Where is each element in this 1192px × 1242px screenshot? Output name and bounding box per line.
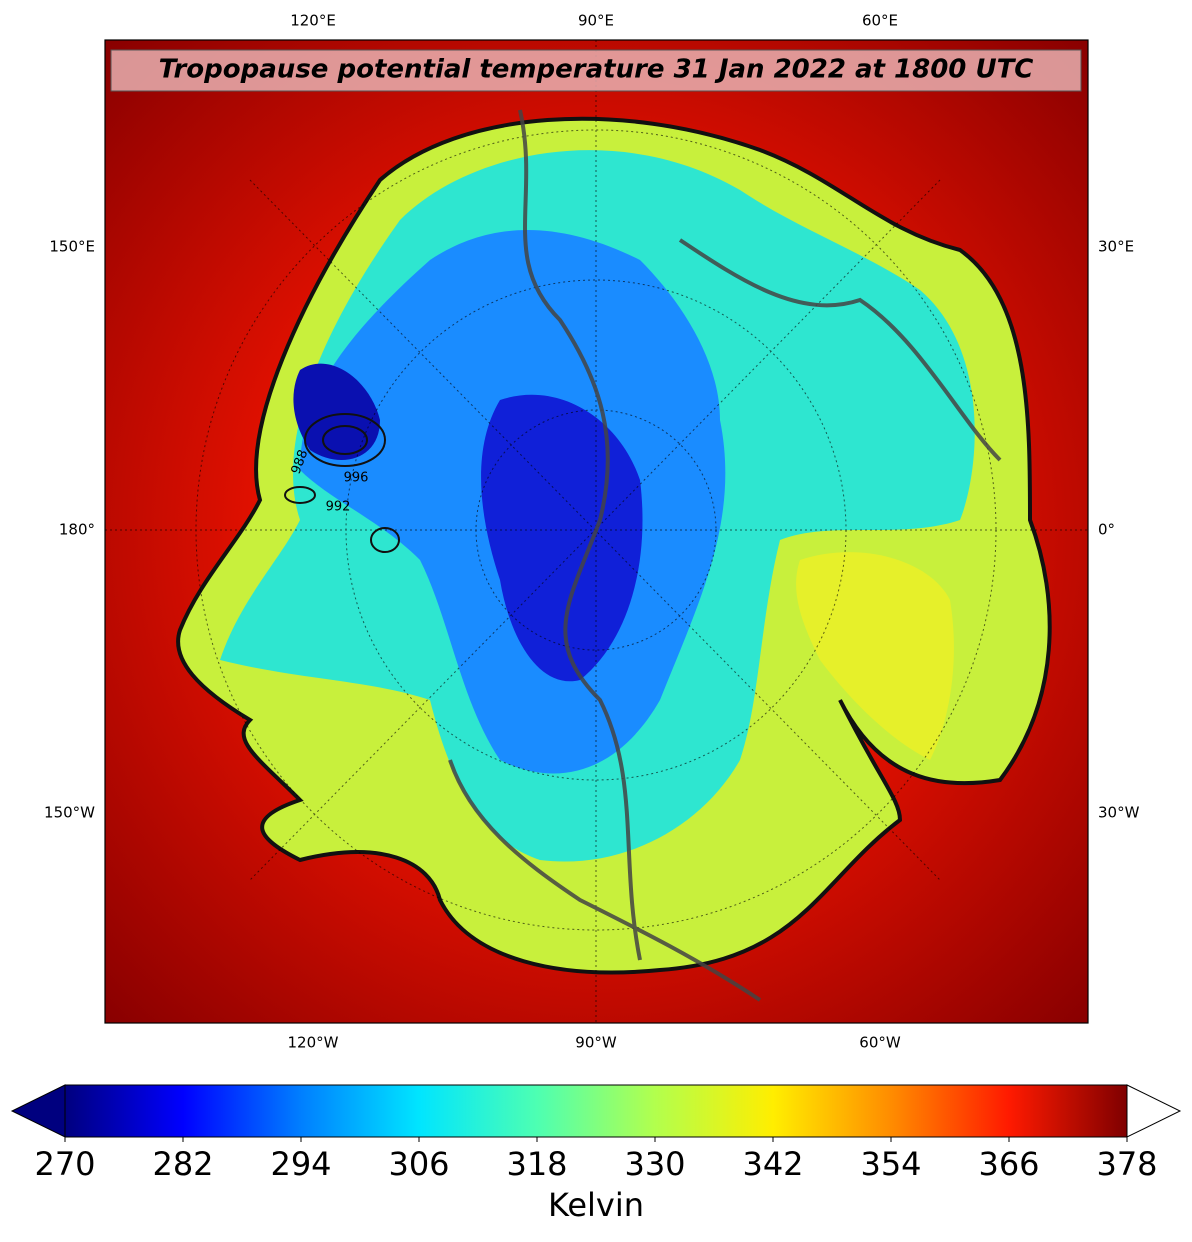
colorbar-tick-label: 282 bbox=[152, 1145, 213, 1183]
lon-label-top: 120°E bbox=[290, 12, 336, 30]
colorbar-label: Kelvin bbox=[548, 1186, 644, 1224]
lon-label-right: 30°E bbox=[1098, 238, 1134, 256]
colorbar bbox=[10, 1084, 1182, 1138]
lon-label-bottom: 90°W bbox=[575, 1034, 617, 1052]
title-box bbox=[110, 49, 1082, 92]
title: Tropopause potential temperature 31 Jan … bbox=[159, 55, 1034, 85]
colorbar-tick-label: 330 bbox=[624, 1145, 685, 1183]
colorbar-over bbox=[1126, 1084, 1182, 1138]
lon-label-left: 180° bbox=[59, 521, 95, 539]
lon-label-left: 150°E bbox=[49, 238, 95, 256]
map-frame bbox=[104, 39, 1089, 1024]
lon-label-bottom: 60°W bbox=[859, 1034, 901, 1052]
map bbox=[105, 40, 1088, 1023]
lon-label-top: 90°E bbox=[578, 12, 614, 30]
contour-label: 992 bbox=[326, 500, 351, 515]
lon-label-left: 150°W bbox=[44, 804, 95, 822]
colorbar-gradient bbox=[65, 1085, 1127, 1137]
colorbar-tick-label: 342 bbox=[742, 1145, 803, 1183]
colorbar-under bbox=[10, 1084, 66, 1138]
colorbar-frame bbox=[64, 1084, 1128, 1138]
colorbar-tick-label: 354 bbox=[860, 1145, 921, 1183]
lon-label-right: 0° bbox=[1098, 521, 1115, 539]
colorbar-tick-label: 378 bbox=[1096, 1145, 1157, 1183]
lon-label-top: 60°E bbox=[862, 12, 898, 30]
colorbar-tick-label: 318 bbox=[506, 1145, 567, 1183]
colorbar-tick-label: 366 bbox=[978, 1145, 1039, 1183]
lon-label-right: 30°W bbox=[1098, 804, 1140, 822]
contour-label: 996 bbox=[344, 471, 369, 486]
colorbar-tick-label: 270 bbox=[34, 1145, 95, 1183]
colorbar-tick-label: 306 bbox=[388, 1145, 449, 1183]
lon-label-bottom: 120°W bbox=[288, 1034, 339, 1052]
colorbar-tick-label: 294 bbox=[270, 1145, 331, 1183]
